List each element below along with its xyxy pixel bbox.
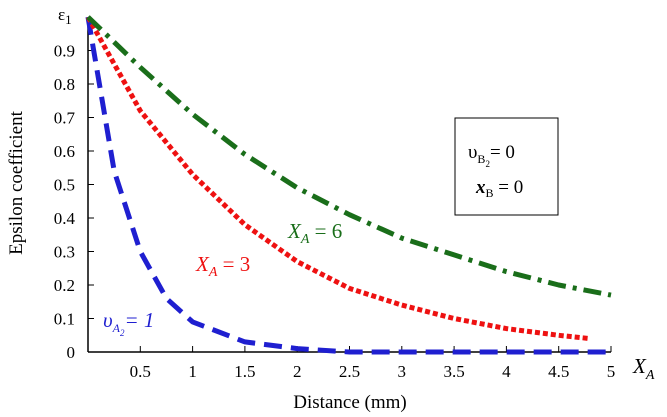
series-line-2 — [85, 15, 591, 342]
annotation-upsilon: υA2= 1 — [103, 308, 154, 338]
y-tick-label: 0.7 — [54, 109, 76, 128]
y-tick-label: 0.3 — [54, 243, 75, 262]
annotation-xa3: XA = 3 — [195, 252, 250, 280]
y-axis-title: Epsilon coefficient — [6, 110, 27, 254]
y-ticks: 0 0.1 0.2 0.3 0.4 0.5 0.6 0.7 0.8 0.9 — [54, 42, 94, 362]
y-tick-label: 0.1 — [54, 310, 75, 329]
x-tick-label: 0.5 — [130, 362, 151, 381]
info-box-line1: υB2= 0 — [468, 142, 515, 169]
y-tick-label: 0.2 — [54, 276, 75, 295]
series-layer — [85, 15, 612, 355]
y-tick-label: 0.9 — [54, 42, 75, 61]
x-tick-label: 4.5 — [548, 362, 569, 381]
x-tick-label: 4 — [502, 362, 511, 381]
y-tick-label: 0.6 — [54, 142, 75, 161]
info-box-line2: xB = 0 — [475, 177, 523, 200]
series-line-3 — [86, 15, 612, 298]
info-box — [454, 117, 559, 216]
x-tick-label: 3.5 — [443, 362, 464, 381]
y-tick-label: 0.8 — [54, 75, 75, 94]
x-ticks: 0.5 1 1.5 2 2.5 3 3.5 4 4.5 5 — [130, 346, 616, 381]
y-tick-label: 0.4 — [54, 209, 76, 228]
series-line-1 — [85, 16, 611, 355]
annotation-xa6: XA = 6 — [287, 219, 342, 247]
x-tick-label: 2.5 — [339, 362, 360, 381]
x-axis-title: Distance (mm) — [293, 392, 406, 413]
y-tick-label: 0 — [67, 343, 76, 362]
x-tick-label: 3 — [398, 362, 407, 381]
y-axis-symbol: ε1 — [58, 5, 72, 27]
x-tick-label: 2 — [293, 362, 302, 381]
x-tick-label: 1 — [188, 362, 197, 381]
x-tick-label: 5 — [607, 362, 616, 381]
x-axis-symbol: XA — [632, 354, 655, 383]
y-tick-label: 0.5 — [54, 176, 75, 195]
x-tick-label: 1.5 — [234, 362, 255, 381]
